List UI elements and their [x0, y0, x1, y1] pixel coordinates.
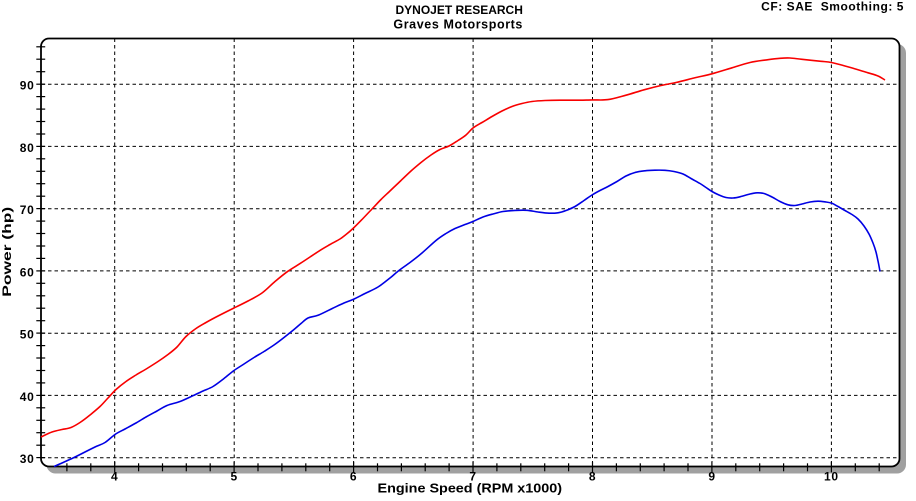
svg-text:7: 7 — [469, 470, 476, 484]
svg-text:6: 6 — [350, 470, 357, 484]
svg-text:50: 50 — [20, 328, 35, 342]
svg-text:60: 60 — [20, 265, 35, 279]
svg-text:CF: SAE Smoothing: 5: CF: SAE Smoothing: 5 — [761, 0, 904, 14]
svg-text:DYNOJET RESEARCH: DYNOJET RESEARCH — [396, 3, 523, 17]
svg-text:9: 9 — [708, 470, 715, 484]
svg-text:40: 40 — [20, 390, 35, 404]
svg-text:4: 4 — [111, 470, 118, 484]
svg-text:70: 70 — [20, 203, 35, 217]
svg-text:90: 90 — [20, 79, 35, 93]
svg-text:Power (hp): Power (hp) — [1, 207, 15, 297]
svg-text:80: 80 — [20, 141, 35, 155]
svg-text:30: 30 — [20, 452, 35, 466]
svg-text:Engine Speed (RPM x1000): Engine Speed (RPM x1000) — [378, 481, 563, 495]
svg-text:5: 5 — [231, 470, 238, 484]
svg-text:10: 10 — [824, 470, 839, 484]
svg-text:Graves Motorsports: Graves Motorsports — [393, 17, 523, 31]
svg-text:8: 8 — [589, 470, 596, 484]
